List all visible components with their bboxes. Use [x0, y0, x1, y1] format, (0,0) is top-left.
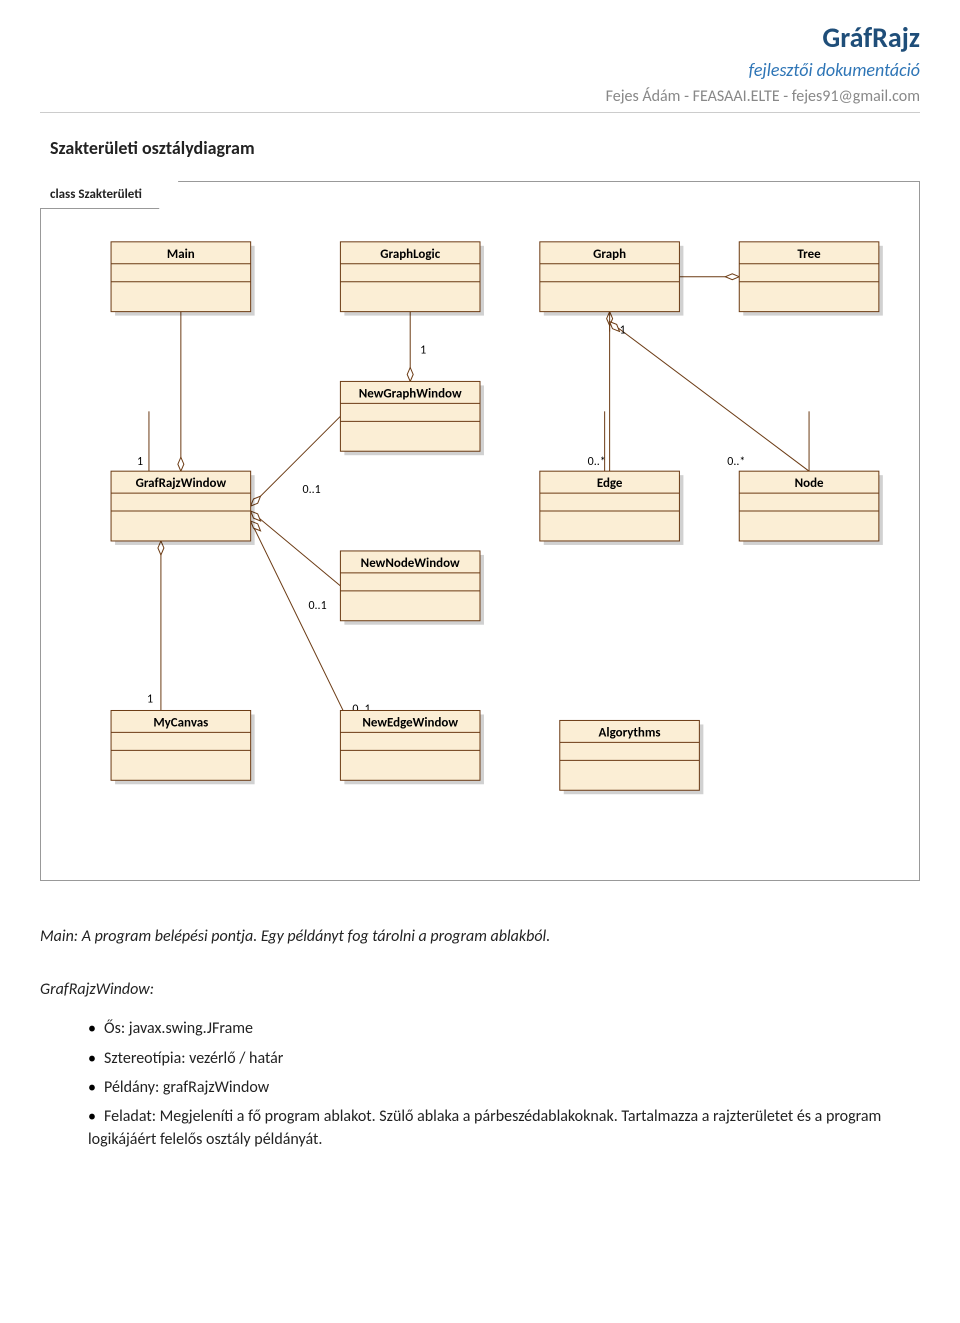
class-Graph: Graph — [540, 242, 684, 316]
bullet-list: Ős: javax.swing.JFrame Sztereotípia: vezé… — [88, 1017, 920, 1151]
class-MyCanvas: MyCanvas — [111, 710, 255, 784]
header-divider — [40, 112, 920, 113]
class-NewNodeWindow: NewNodeWindow — [340, 551, 484, 625]
bullet-item: Sztereotípia: vezérlő / határ — [88, 1047, 920, 1070]
svg-text:0..1: 0..1 — [303, 483, 321, 497]
bullet-block: Ős: javax.swing.JFrame Sztereotípia: vezé… — [40, 1017, 920, 1151]
class-Edge: Edge — [540, 471, 684, 545]
svg-text:1: 1 — [420, 344, 426, 358]
class-Main: Main — [111, 242, 255, 316]
svg-text:NewEdgeWindow: NewEdgeWindow — [362, 715, 458, 730]
class-GraphLogic: GraphLogic — [340, 242, 484, 316]
svg-text:1: 1 — [147, 693, 153, 707]
diagram-frame: class Szakterületi 0..110..10..110..*0..… — [40, 181, 920, 881]
svg-text:1: 1 — [137, 455, 143, 469]
svg-text:Main: Main — [167, 247, 195, 262]
svg-text:Algorythms: Algorythms — [599, 725, 661, 740]
svg-text:MyCanvas: MyCanvas — [153, 715, 208, 730]
diagram-canvas: 0..110..10..110..*0..*11MainGraphLogicGr… — [41, 182, 919, 880]
svg-text:Node: Node — [795, 476, 824, 491]
main-description: Main: A program belépési pontja. Egy pél… — [40, 925, 920, 948]
svg-text:NewNodeWindow: NewNodeWindow — [361, 556, 460, 571]
svg-text:GrafRajzWindow: GrafRajzWindow — [136, 476, 227, 491]
class-GrafRajzWindow: GrafRajzWindow — [111, 471, 255, 545]
bullet-item: Feladat: Megjeleníti a fő program ablako… — [88, 1105, 920, 1151]
page: GráfRajz fejlesztői dokumentáció Fejes Á… — [0, 0, 960, 1197]
uml-diagram: class Szakterületi 0..110..10..110..*0..… — [40, 181, 920, 881]
svg-text:0..1: 0..1 — [308, 599, 326, 613]
grafrajzwindow-heading: GrafRajzWindow: — [40, 978, 920, 1001]
page-header: GráfRajz fejlesztői dokumentáció Fejes Á… — [40, 20, 920, 106]
svg-text:Graph: Graph — [593, 247, 626, 262]
svg-text:GraphLogic: GraphLogic — [380, 247, 440, 262]
class-Node: Node — [739, 471, 883, 545]
bullet-item: Példány: grafRajzWindow — [88, 1076, 920, 1099]
section-title: Szakterületi osztálydiagram — [50, 137, 920, 159]
class-NewGraphWindow: NewGraphWindow — [340, 381, 484, 455]
bullet-item: Ős: javax.swing.JFrame — [88, 1017, 920, 1040]
class-Algorythms: Algorythms — [560, 720, 704, 794]
doc-subtitle: fejlesztői dokumentáció — [40, 59, 920, 81]
svg-text:0..*: 0..* — [727, 455, 745, 469]
doc-title: GráfRajz — [40, 20, 920, 55]
svg-text:Tree: Tree — [797, 247, 821, 262]
svg-text:NewGraphWindow: NewGraphWindow — [359, 386, 462, 401]
class-Tree: Tree — [739, 242, 883, 316]
class-NewEdgeWindow: NewEdgeWindow — [340, 710, 484, 784]
doc-author: Fejes Ádám - FEASAAI.ELTE - fejes91@gmai… — [40, 87, 920, 106]
svg-text:0..*: 0..* — [588, 455, 606, 469]
svg-text:1: 1 — [620, 324, 626, 338]
svg-text:Edge: Edge — [597, 476, 623, 491]
